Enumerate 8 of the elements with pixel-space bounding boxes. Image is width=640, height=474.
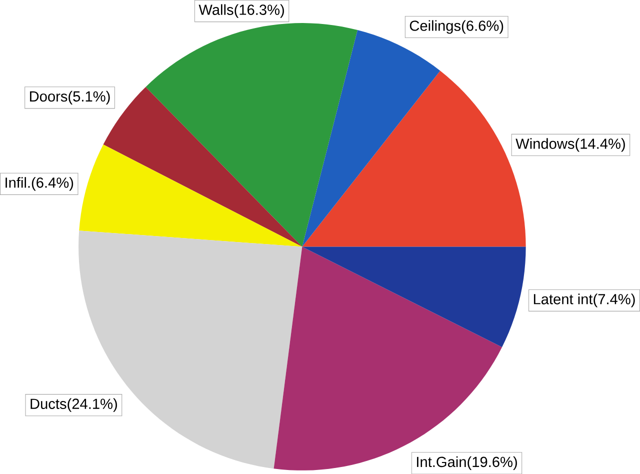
slice-label: Doors(5.1%) <box>30 90 110 104</box>
slice-label: Latent int(7.4%) <box>534 294 635 308</box>
slice-label: Ducts(24.1%) <box>30 398 117 412</box>
slice-label: Ceilings(6.6%) <box>410 20 504 34</box>
slice-label: Int.Gain(19.6%) <box>417 456 517 470</box>
slice-label: Walls(16.3%) <box>198 4 284 18</box>
slice-label: Infil.(6.4%) <box>6 176 74 191</box>
slice-label: Windows(14.4%) <box>516 138 625 152</box>
